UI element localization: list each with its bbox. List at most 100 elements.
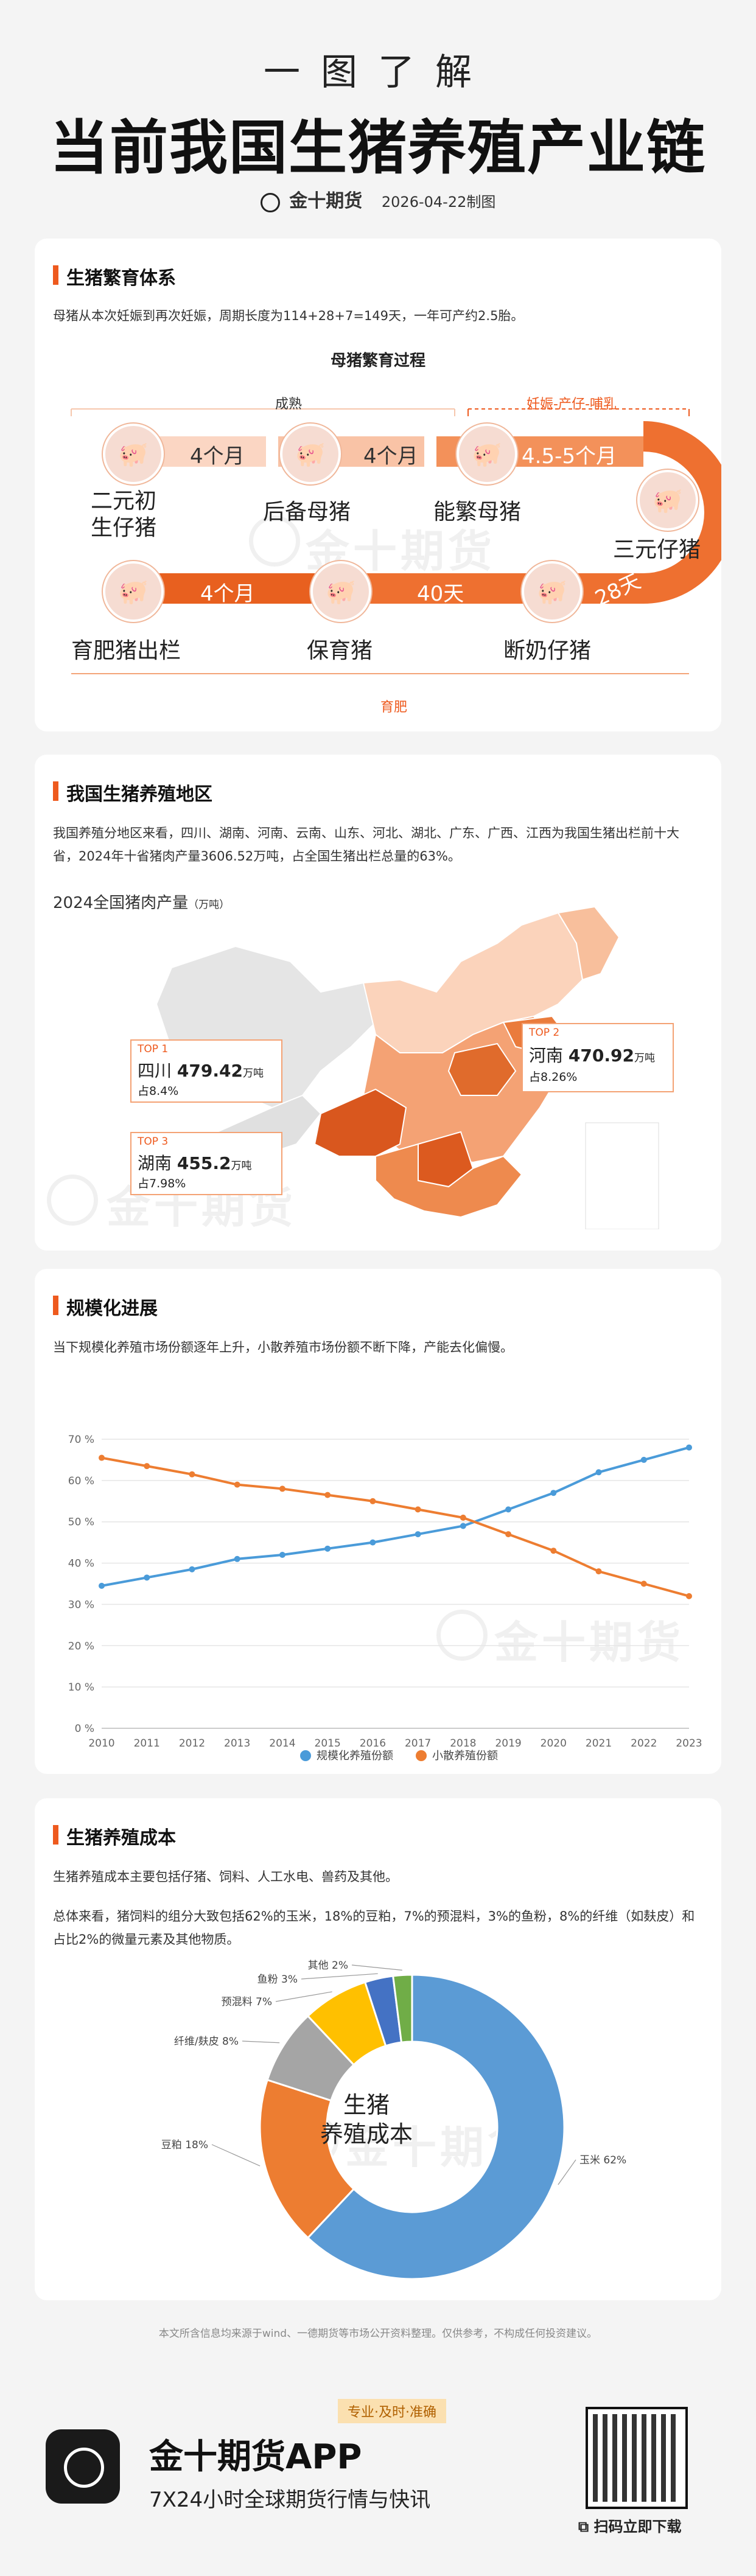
pig-icon: 🐖 [103,561,164,622]
y-tick-label: 30 % [68,1599,94,1611]
top1-box: TOP 1 四川 479.42万吨 占8.4% [130,1039,282,1103]
scan-icon: ⧉ [578,2518,589,2535]
label-leader [275,1991,332,2002]
x-tick-label: 2013 [224,1737,250,1750]
data-point [505,1531,512,1538]
cost-title: 生猪养殖成本 [53,1823,176,1849]
pig-icon: 🐖 [457,424,517,484]
stage-label: 育肥猪出栏 [71,638,181,663]
label-leader [558,2159,576,2185]
slice-label: 豆粕 18% [161,2139,208,2151]
page-title: 当前我国生猪养殖产业链 [50,114,706,182]
cost-card: 生猪养殖成本 生猪养殖成本主要包括仔猪、饲料、人工水电、兽药及其他。 总体来看，… [35,1798,721,2300]
top2-box: TOP 2 河南 470.92万吨 占8.26% [522,1023,674,1092]
pig-icon: 🐖 [280,424,341,484]
data-point [415,1531,421,1538]
scale-card: 规模化进展 当下规模化养殖市场份额逐年上升，小散养殖市场份额不断下降，产能去化偏… [35,1269,721,1774]
app-logo-mark [64,2448,104,2488]
pig-icon: 🐖 [522,561,583,622]
top3-line: 湖南 455.2万吨 [138,1150,252,1175]
region-desc: 我国养殖分地区来看，四川、湖南、河南、云南、山东、河北、湖北、广东、广西、江西为… [53,826,679,864]
pig-icon: 🐖 [310,561,371,622]
region-card: 我国生猪养殖地区 我国养殖分地区来看，四川、湖南、河南、云南、山东、河北、湖北、… [35,755,721,1251]
y-tick-label: 0 % [75,1723,94,1735]
y-tick-label: 70 % [68,1434,94,1446]
region-title: 我国生猪养殖地区 [53,779,212,806]
label-leader [242,2040,280,2044]
x-tick-label: 2022 [631,1737,657,1750]
watermark-icon [436,1610,488,1661]
footer: 专业·及时·准确 金十期货APP 7X24小时全球期货行情与快讯 ⧉ 扫码立即下… [0,2361,756,2576]
data-point [189,1471,195,1478]
disclaimer: 本文所含信息均来源于wind、一德期货等市场公开资料整理。仅供参考，不构成任何投… [158,2328,598,2340]
watermark: 金十期货 [494,1617,685,1668]
data-point [460,1523,466,1529]
top2-unit: 万吨 [634,1052,655,1064]
top3-box: TOP 3 湖南 455.2万吨 占7.98% [130,1132,282,1195]
scale-desc: 当下规模化养殖市场份额逐年上升，小散养殖市场份额不断下降，产能去化偏慢。 [53,1340,513,1355]
cost-desc-1: 生猪养殖成本主要包括仔猪、饲料、人工水电、兽药及其他。 [53,1869,398,1884]
qr-label-text: 扫码立即下载 [593,2518,682,2535]
x-tick-label: 2019 [495,1737,521,1750]
data-point [369,1498,376,1504]
scale-line-chart: 0 % 10 % 20 % 30 % 40 % 50 % 60 % 70 % 2010 2011 2… [68,1434,702,1762]
diagram-title: 母猪繁育过程 [330,352,425,370]
label-leader [301,1973,378,1980]
top2-value: 470.92 [568,1045,634,1066]
stage-label: 断奶仔猪 [503,638,592,663]
x-tick-label: 2018 [450,1737,476,1750]
data-point [189,1566,195,1572]
stage-label: 三元仔猪 [613,537,701,562]
legend-label: 规模化养殖份额 [317,1749,393,1762]
top1-line: 四川 479.42万吨 [138,1058,264,1082]
label-leader [211,2144,261,2166]
publish-date: 2026-04-22制图 [381,194,496,211]
app-logo-icon [46,2429,120,2504]
data-point [324,1545,331,1552]
data-point [279,1552,285,1558]
x-tick-label: 2021 [586,1737,612,1750]
y-tick-label: 60 % [68,1475,94,1487]
qr-label: ⧉ 扫码立即下载 [578,2515,682,2536]
top3-value: 455.2 [177,1153,231,1173]
data-point [144,1574,150,1581]
header-meta: 金十期货 2026-04-22制图 [0,186,756,212]
scale-title: 规模化进展 [53,1293,158,1320]
series-line [101,1446,690,1587]
top3-share: 占7.98% [138,1177,186,1190]
brand-name: 金十期货 [289,190,363,212]
top1-name: 四川 [138,1061,172,1081]
pie-slice [259,2078,355,2239]
duration-label: 4.5-5个月 [522,444,617,469]
label-pregnancy: 妊娠-产仔-哺乳 [527,397,617,412]
x-tick-label: 2020 [541,1737,567,1750]
page-subtitle: 一图了解 [264,51,492,94]
x-tick-label: 2023 [676,1737,702,1750]
y-tick-label: 40 % [68,1558,94,1570]
slice-label: 预混料 7% [222,1996,272,2008]
data-point [686,1593,692,1599]
x-tick-label: 2010 [88,1737,114,1750]
top2-rank: TOP 2 [529,1027,560,1039]
data-point [550,1490,557,1496]
data-point [369,1539,376,1546]
label-mature: 成熟 [275,397,303,412]
duration-label: 4个月 [200,582,255,606]
header: 一图了解 当前我国生猪养殖产业链 金十期货 2026-04-22制图 [0,0,756,231]
brand-logo-icon [260,193,280,212]
x-tick-label: 2014 [269,1737,295,1750]
slice-label: 纤维/麸皮 8% [174,2036,239,2048]
x-tick-label: 2016 [360,1737,386,1750]
breeding-desc: 母猪从本次妊娠到再次妊娠，周期长度为114+28+7=149天，一年可产约2.5… [53,309,524,323]
label-leader [351,1964,402,1971]
x-tick-label: 2012 [179,1737,205,1750]
watermark-icon [47,1175,98,1226]
top3-name: 湖南 [138,1153,172,1173]
stage-label: 二元初 生仔猪 [91,489,157,540]
y-tick-label: 10 % [68,1681,94,1694]
pig-icon: 🐖 [637,470,698,531]
data-point [234,1555,240,1562]
data-point [505,1506,512,1513]
legend-marker [300,1750,311,1761]
stage-label: 能繁母猪 [433,500,522,525]
